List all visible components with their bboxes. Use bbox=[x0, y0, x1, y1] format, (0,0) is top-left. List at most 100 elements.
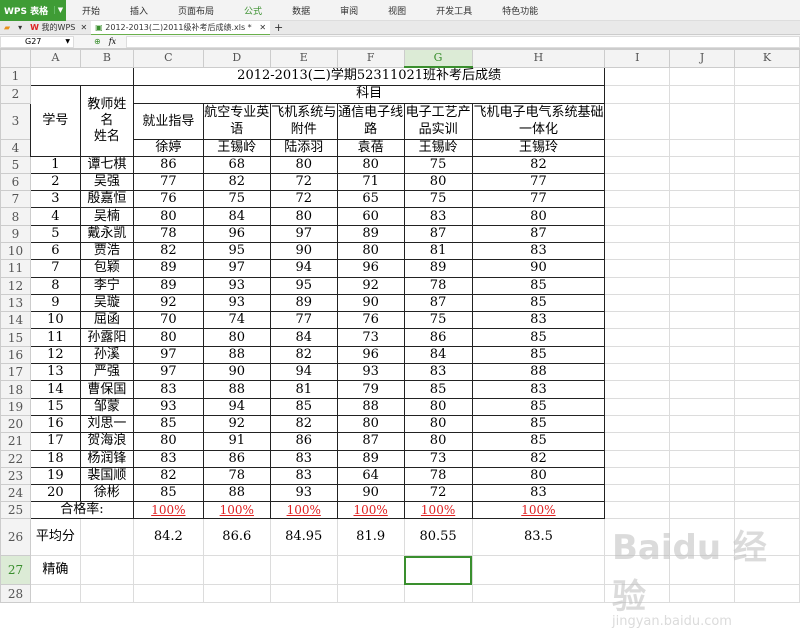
row-header-17[interactable]: 17 bbox=[0, 363, 31, 382]
student-cell[interactable]: 93 bbox=[336, 363, 405, 382]
menu-2[interactable]: 页面布局 bbox=[178, 6, 215, 17]
column-header-J[interactable]: J bbox=[669, 49, 736, 68]
student-cell[interactable]: 92 bbox=[336, 276, 405, 295]
cell-B28[interactable] bbox=[79, 584, 134, 604]
cell-I5[interactable] bbox=[604, 155, 671, 174]
cell-I3[interactable] bbox=[604, 102, 671, 140]
row-header-13[interactable]: 13 bbox=[0, 293, 31, 313]
cell-K10[interactable] bbox=[734, 241, 800, 261]
column-header-A[interactable]: A bbox=[29, 49, 81, 68]
student-cell[interactable]: 85 bbox=[471, 345, 606, 365]
student-cell[interactable]: 83 bbox=[471, 380, 606, 399]
student-cell[interactable]: 80 bbox=[336, 414, 405, 434]
student-cell[interactable]: 76 bbox=[336, 311, 405, 330]
pass-rate-value[interactable]: 100% bbox=[269, 501, 338, 520]
cell-I6[interactable] bbox=[604, 172, 671, 192]
student-cell[interactable]: 86 bbox=[202, 449, 271, 468]
student-cell[interactable]: 曹保国 bbox=[79, 380, 134, 399]
column-header-E[interactable]: E bbox=[269, 49, 338, 68]
cell-F28[interactable] bbox=[336, 584, 405, 604]
student-cell[interactable]: 90 bbox=[336, 484, 405, 503]
student-cell[interactable]: 83 bbox=[471, 484, 606, 503]
name-box[interactable]: G27 ▼ bbox=[0, 35, 74, 48]
pass-rate-value[interactable]: 100% bbox=[403, 501, 473, 520]
student-cell[interactable]: 77 bbox=[132, 172, 204, 192]
student-cell[interactable]: 8 bbox=[29, 276, 81, 295]
student-cell[interactable]: 82 bbox=[269, 345, 338, 365]
cell-B26[interactable] bbox=[79, 518, 134, 557]
student-cell[interactable]: 78 bbox=[403, 276, 473, 295]
menu-3[interactable]: 公式 bbox=[244, 6, 263, 17]
student-cell[interactable]: 75 bbox=[403, 155, 473, 174]
student-cell[interactable]: 81 bbox=[269, 380, 338, 399]
sheet-title[interactable]: 2012-2013(二)学期52311021班补考后成绩 bbox=[132, 66, 606, 86]
student-cell[interactable]: 86 bbox=[403, 328, 473, 347]
student-cell[interactable]: 85 bbox=[269, 397, 338, 416]
cell-I7[interactable] bbox=[604, 190, 671, 209]
cell-J9[interactable] bbox=[669, 224, 736, 243]
cell-K12[interactable] bbox=[734, 276, 800, 295]
student-cell[interactable]: 9 bbox=[29, 293, 81, 313]
cell-I4[interactable] bbox=[604, 138, 671, 157]
student-cell[interactable]: 76 bbox=[132, 190, 204, 209]
student-cell[interactable]: 88 bbox=[202, 380, 271, 399]
cell-I1[interactable] bbox=[604, 66, 671, 86]
row-header-20[interactable]: 20 bbox=[0, 414, 31, 434]
row-header-10[interactable]: 10 bbox=[0, 241, 31, 261]
cell-I18[interactable] bbox=[604, 380, 671, 399]
student-cell[interactable]: 88 bbox=[202, 484, 271, 503]
cell-E27[interactable] bbox=[269, 555, 338, 586]
menu-8[interactable]: 特色功能 bbox=[502, 6, 539, 17]
subject-teacher[interactable]: 陆添羽 bbox=[269, 138, 338, 157]
student-cell[interactable]: 82 bbox=[269, 414, 338, 434]
row-header-8[interactable]: 8 bbox=[0, 207, 31, 226]
student-cell[interactable]: 贾浩 bbox=[79, 241, 134, 261]
cell-I16[interactable] bbox=[604, 345, 671, 365]
average-value[interactable]: 83.5 bbox=[471, 518, 606, 557]
cell-J20[interactable] bbox=[669, 414, 736, 434]
row-header-6[interactable]: 6 bbox=[0, 172, 31, 192]
cell-I13[interactable] bbox=[604, 293, 671, 313]
student-cell[interactable]: 84 bbox=[202, 207, 271, 226]
cell-J26[interactable] bbox=[669, 518, 736, 557]
cell-I26[interactable] bbox=[604, 518, 671, 557]
cell-H28[interactable] bbox=[471, 584, 606, 604]
average-value[interactable]: 84.95 bbox=[269, 518, 338, 557]
student-cell[interactable]: 85 bbox=[403, 380, 473, 399]
student-cell[interactable]: 85 bbox=[132, 414, 204, 434]
student-cell[interactable]: 83 bbox=[403, 207, 473, 226]
row-header-12[interactable]: 12 bbox=[0, 276, 31, 295]
student-cell[interactable]: 14 bbox=[29, 380, 81, 399]
student-cell[interactable]: 96 bbox=[202, 224, 271, 243]
menu-5[interactable]: 审阅 bbox=[340, 6, 359, 17]
cell-A1[interactable] bbox=[29, 66, 134, 86]
student-cell[interactable]: 85 bbox=[471, 414, 606, 434]
cell-J6[interactable] bbox=[669, 172, 736, 192]
cell-K11[interactable] bbox=[734, 259, 800, 278]
cell-K4[interactable] bbox=[734, 138, 800, 157]
student-cell[interactable]: 90 bbox=[269, 241, 338, 261]
zoom-icon[interactable]: ⊕ bbox=[94, 37, 101, 46]
cell-K3[interactable] bbox=[734, 102, 800, 140]
student-cell[interactable]: 89 bbox=[336, 449, 405, 468]
column-header-G[interactable]: G bbox=[403, 49, 473, 68]
average-value[interactable]: 81.9 bbox=[336, 518, 405, 557]
fx-button[interactable]: fx bbox=[108, 37, 117, 46]
student-cell[interactable]: 3 bbox=[29, 190, 81, 209]
cell-K22[interactable] bbox=[734, 449, 800, 468]
student-cell[interactable]: 裴国顺 bbox=[79, 466, 134, 486]
cell-I25[interactable] bbox=[604, 501, 671, 520]
cell-K18[interactable] bbox=[734, 380, 800, 399]
cell-I12[interactable] bbox=[604, 276, 671, 295]
student-cell[interactable]: 80 bbox=[132, 328, 204, 347]
student-cell[interactable]: 75 bbox=[202, 190, 271, 209]
student-cell[interactable]: 85 bbox=[471, 293, 606, 313]
cell-J1[interactable] bbox=[669, 66, 736, 86]
row-header-3[interactable]: 3 bbox=[0, 102, 31, 140]
cell-J7[interactable] bbox=[669, 190, 736, 209]
cell-J13[interactable] bbox=[669, 293, 736, 313]
row-header-22[interactable]: 22 bbox=[0, 449, 31, 468]
student-cell[interactable]: 81 bbox=[403, 241, 473, 261]
pass-rate-value[interactable]: 100% bbox=[336, 501, 405, 520]
subject-teacher[interactable]: 徐婷 bbox=[132, 138, 204, 157]
